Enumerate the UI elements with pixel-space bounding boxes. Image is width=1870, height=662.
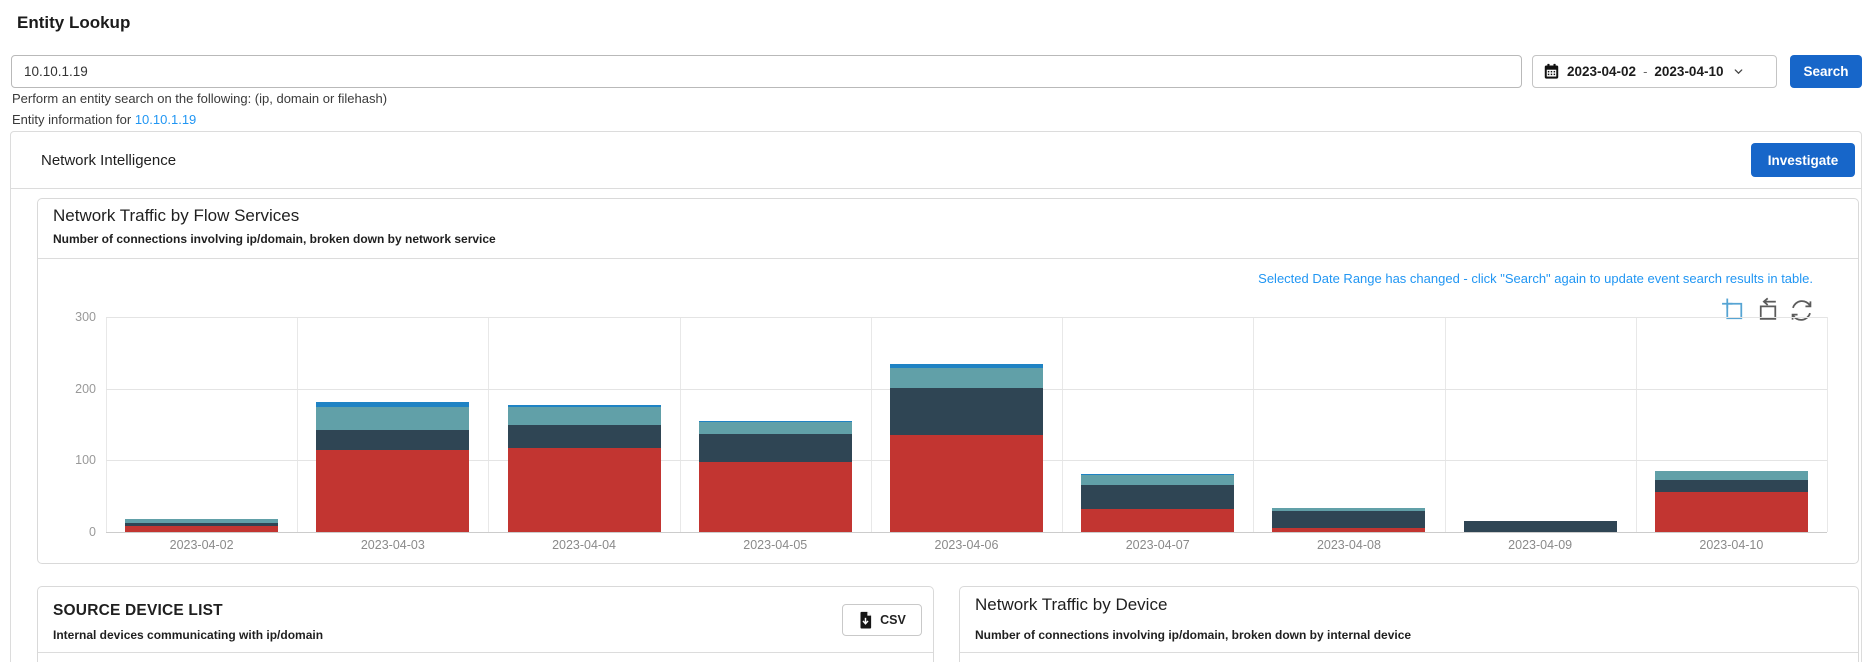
x-gridline	[106, 317, 107, 532]
bar-segment[interactable]	[1272, 510, 1426, 529]
bar-segment[interactable]	[507, 448, 661, 532]
date-range-picker[interactable]: 2023-04-02 - 2023-04-10	[1532, 55, 1777, 88]
y-axis-label: 100	[75, 453, 96, 468]
date-separator: -	[1643, 64, 1648, 79]
entity-link[interactable]: 10.10.1.19	[134, 112, 197, 127]
bar-segment[interactable]	[1081, 473, 1235, 476]
bar-segment[interactable]	[125, 525, 279, 532]
bar-segment[interactable]	[890, 434, 1043, 532]
chart-toolbox	[1720, 297, 1815, 324]
bar-segment[interactable]	[1272, 507, 1426, 511]
x-gridline	[1635, 317, 1637, 532]
x-gridline	[870, 317, 872, 532]
x-gridline	[488, 317, 490, 532]
device-chart-card: Network Traffic by Device Number of conn…	[959, 586, 1859, 662]
device-chart-title: Network Traffic by Device	[975, 595, 1168, 614]
network-intelligence-panel: Network Intelligence Investigate Network…	[10, 131, 1862, 662]
bar-segment[interactable]	[1081, 475, 1235, 485]
source-device-title: SOURCE DEVICE LIST	[53, 602, 223, 619]
bar-segment[interactable]	[1654, 471, 1808, 480]
bar-segment[interactable]	[890, 367, 1043, 388]
x-axis-label: 2023-04-09	[1508, 538, 1573, 552]
flow-chart-title: Network Traffic by Flow Services	[53, 206, 300, 225]
x-axis-label: 2023-04-03	[360, 538, 425, 552]
restore-icon[interactable]	[1788, 297, 1815, 324]
y-axis-label: 200	[75, 381, 96, 396]
bar-segment[interactable]	[698, 420, 852, 423]
bar-segment[interactable]	[698, 422, 852, 434]
y-axis-label: 300	[75, 310, 96, 324]
x-gridline	[1253, 317, 1255, 532]
date-start: 2023-04-02	[1567, 64, 1637, 79]
search-input[interactable]	[11, 55, 1522, 88]
bar-segment[interactable]	[698, 433, 852, 463]
bar-segment[interactable]	[507, 424, 661, 449]
bar-segment[interactable]	[316, 449, 470, 532]
csv-export-button[interactable]: CSV	[842, 604, 922, 636]
header-divider	[38, 652, 933, 653]
flow-services-chart-card: Network Traffic by Flow Services Number …	[37, 198, 1859, 564]
entity-info-line: Entity information for 10.10.1.19	[12, 112, 196, 127]
search-button[interactable]: Search	[1790, 55, 1862, 88]
section-title: Network Intelligence	[41, 152, 177, 169]
x-axis-label: 2023-04-10	[1699, 538, 1764, 552]
csv-button-label: CSV	[880, 613, 906, 627]
bar-segment[interactable]	[890, 363, 1043, 368]
y-gridline	[106, 317, 1827, 318]
search-helper-text: Perform an entity search on the followin…	[12, 91, 388, 106]
bar-segment[interactable]	[1272, 528, 1426, 532]
bar-segment[interactable]	[1081, 509, 1235, 532]
bar-segment[interactable]	[1463, 520, 1617, 532]
bar-segment[interactable]	[316, 406, 470, 430]
chevron-down-icon	[1732, 65, 1745, 78]
x-axis-label: 2023-04-08	[1316, 538, 1381, 552]
header-divider	[38, 258, 1858, 259]
network-intelligence-header: Network Intelligence Investigate	[11, 132, 1861, 189]
investigate-button[interactable]: Investigate	[1751, 143, 1855, 177]
bar-segment[interactable]	[890, 387, 1043, 435]
bar-segment[interactable]	[698, 462, 852, 532]
entity-info-prefix: Entity information for	[12, 112, 135, 127]
x-axis-label: 2023-04-07	[1125, 538, 1190, 552]
x-gridline	[1827, 317, 1828, 532]
x-gridline	[1062, 317, 1064, 532]
x-axis-label: 2023-04-02	[169, 538, 234, 552]
page-title: Entity Lookup	[17, 13, 131, 32]
x-gridline	[679, 317, 681, 532]
bar-segment[interactable]	[125, 519, 279, 523]
bar-segment[interactable]	[316, 429, 470, 450]
zoom-reset-icon[interactable]	[1754, 297, 1781, 324]
x-axis-label: 2023-04-04	[552, 538, 617, 552]
source-device-list-card: SOURCE DEVICE LIST Internal devices comm…	[37, 586, 934, 662]
device-chart-subtitle: Number of connections involving ip/domai…	[975, 628, 1412, 642]
x-axis-label: 2023-04-06	[934, 538, 999, 552]
flow-chart-subtitle: Number of connections involving ip/domai…	[53, 232, 496, 246]
x-gridline	[1444, 317, 1446, 532]
bar-segment[interactable]	[316, 401, 470, 407]
bar-segment[interactable]	[1081, 484, 1235, 510]
source-device-subtitle: Internal devices communicating with ip/d…	[53, 628, 324, 642]
header-divider	[960, 652, 1858, 653]
x-axis-label: 2023-04-05	[743, 538, 808, 552]
bar-segment[interactable]	[1654, 479, 1808, 492]
calendar-icon	[1543, 63, 1560, 80]
flow-chart-plot: 0 100 200 300 2023-04-02 2023-04-03 2023-04-04…	[75, 310, 1828, 552]
file-download-icon	[858, 611, 873, 629]
bar-segment[interactable]	[1654, 491, 1808, 532]
bar-segment[interactable]	[507, 407, 661, 425]
bar-segment[interactable]	[507, 405, 661, 408]
date-end: 2023-04-10	[1654, 64, 1724, 79]
date-range-notice: Selected Date Range has changed - click …	[1258, 271, 1813, 286]
y-axis-label: 0	[89, 525, 96, 539]
y-gridline	[106, 532, 1827, 533]
zoom-select-icon[interactable]	[1720, 297, 1747, 324]
bar-segment[interactable]	[125, 522, 279, 526]
x-gridline	[297, 317, 299, 532]
